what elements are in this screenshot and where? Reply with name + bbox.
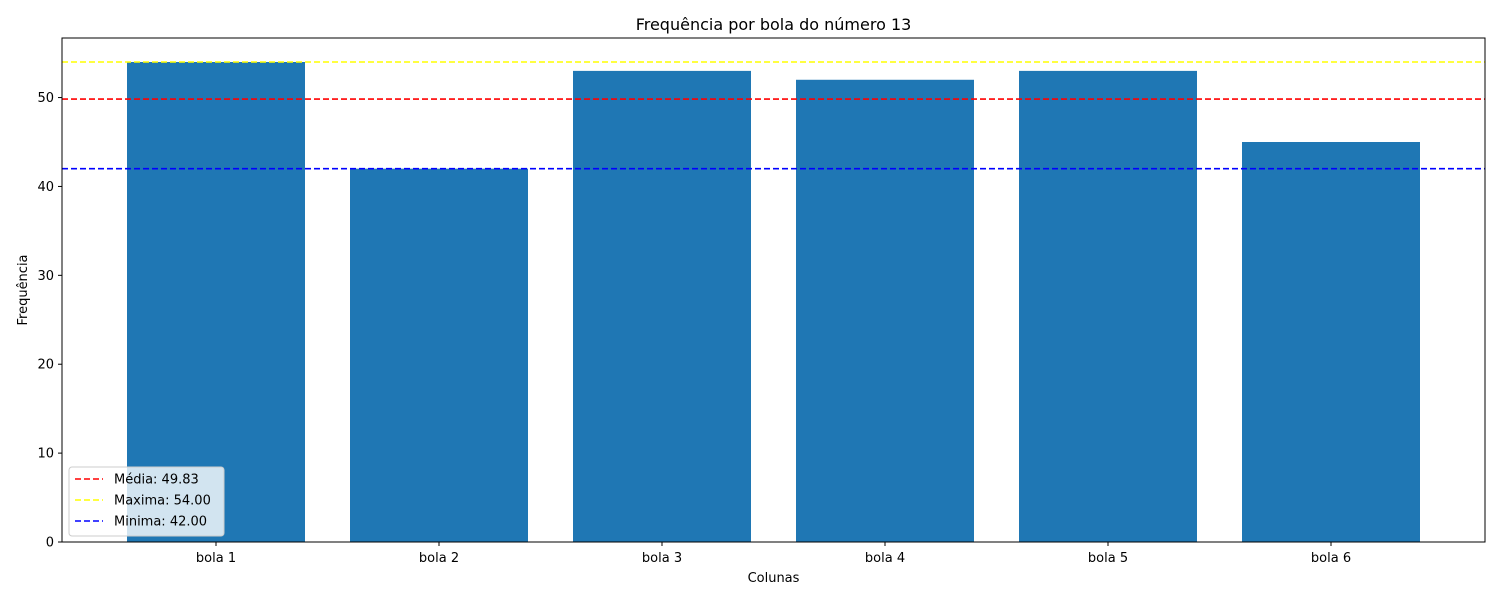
bar-bola-3 — [573, 70, 751, 542]
plot-frame — [61, 37, 1486, 543]
bar-bola-5 — [1019, 70, 1197, 542]
bar-bola-2 — [350, 168, 528, 542]
x-tick-label: bola 6 — [1311, 551, 1351, 566]
legend: Média: 49.83 Maxima: 54.00 Minima: 42.00 — [68, 466, 225, 537]
bar-bola-1 — [127, 62, 305, 542]
x-tick-label: bola 2 — [419, 551, 459, 566]
x-axis-label: Colunas — [748, 571, 800, 586]
y-tick-label: 40 — [37, 180, 54, 195]
y-tick-label: 30 — [37, 269, 54, 284]
legend-label-2: Minima: 42.00 — [114, 515, 207, 530]
bar-bola-6 — [1242, 142, 1420, 542]
bar-bola-4 — [796, 79, 974, 543]
y-axis-label: Frequência — [16, 254, 31, 325]
legend-label-1: Maxima: 54.00 — [114, 494, 211, 509]
legend-box — [68, 466, 225, 537]
y-tick-label: 10 — [37, 447, 54, 462]
x-tick-label: bola 1 — [196, 551, 236, 566]
y-tick-label: 20 — [37, 358, 54, 373]
x-tick-label: bola 5 — [1088, 551, 1128, 566]
y-tick-label: 0 — [46, 536, 54, 551]
x-tick-label: bola 4 — [865, 551, 905, 566]
legend-label-0: Média: 49.83 — [114, 473, 199, 488]
y-tick-label: 50 — [37, 91, 54, 106]
x-tick-label: bola 3 — [642, 551, 682, 566]
chart-title: Frequência por bola do número 13 — [636, 15, 912, 34]
